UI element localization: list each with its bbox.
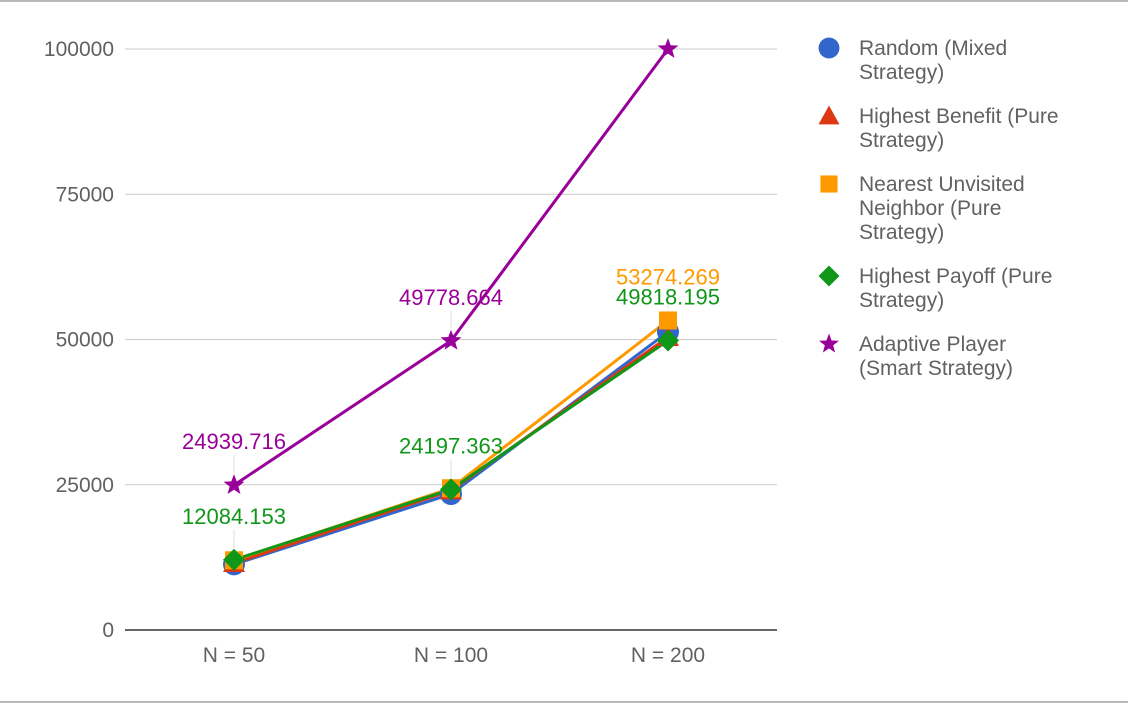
legend-swatch-diamond <box>818 265 840 287</box>
data-label-diamond: 49818.195 <box>616 285 720 310</box>
top-border <box>0 0 1128 2</box>
data-point-star <box>223 474 245 494</box>
legend-swatch-triangle <box>818 105 840 125</box>
data-point-star <box>440 329 462 350</box>
y-tick-label: 50000 <box>56 329 114 352</box>
data-labels: 53274.269 12084.153 24197.363 49818.195 2493… <box>182 264 720 528</box>
legend-label: Neighbor (Pure <box>859 197 1001 220</box>
x-tick-label: N = 100 <box>414 644 488 667</box>
series-line-star <box>233 48 670 487</box>
legend-swatch-circle <box>818 37 840 59</box>
legend-swatch-square <box>820 175 838 193</box>
legend-swatch-star <box>819 333 839 353</box>
x-axis-ticks: N = 50 N = 100 N = 200 <box>203 644 705 667</box>
data-point-diamond <box>223 548 245 571</box>
data-point-star <box>657 38 679 58</box>
bottom-border <box>0 701 1128 703</box>
legend-label: Strategy) <box>859 61 944 84</box>
legend-item-star[interactable]: Adaptive Player(Smart Strategy) <box>819 333 1013 380</box>
legend-label: Highest Payoff (Pure <box>859 265 1052 288</box>
legend-label: Highest Benefit (Pure <box>859 105 1059 128</box>
legend-label: Random (Mixed <box>859 37 1007 60</box>
x-tick-label: N = 200 <box>631 644 705 667</box>
data-label-square: 53274.269 <box>616 264 720 289</box>
x-tick-label: N = 50 <box>203 644 265 667</box>
y-tick-label: 75000 <box>56 183 114 206</box>
legend-label: Strategy) <box>859 289 944 312</box>
data-point-diamond <box>440 478 462 501</box>
label-leaders <box>233 290 669 548</box>
data-label-diamond: 24197.363 <box>399 433 503 458</box>
legend-label: Strategy) <box>859 129 944 152</box>
y-tick-label: 25000 <box>56 474 114 497</box>
data-label-star: 24939.716 <box>182 429 286 454</box>
series-markers <box>223 38 679 576</box>
legend-label: Adaptive Player <box>859 333 1006 356</box>
y-axis-ticks: 0 25000 50000 75000 100000 <box>44 38 114 642</box>
legend-label: (Smart Strategy) <box>859 357 1013 380</box>
legend-label: Nearest Unvisited <box>859 173 1025 196</box>
y-tick-label: 100000 <box>44 38 114 61</box>
data-label-star: 49778.664 <box>399 285 503 310</box>
data-point-diamond <box>657 329 679 352</box>
y-tick-label: 0 <box>102 619 114 642</box>
data-point-square <box>659 311 677 330</box>
data-label-diamond: 12084.153 <box>182 504 286 529</box>
legend-label: Strategy) <box>859 221 944 244</box>
